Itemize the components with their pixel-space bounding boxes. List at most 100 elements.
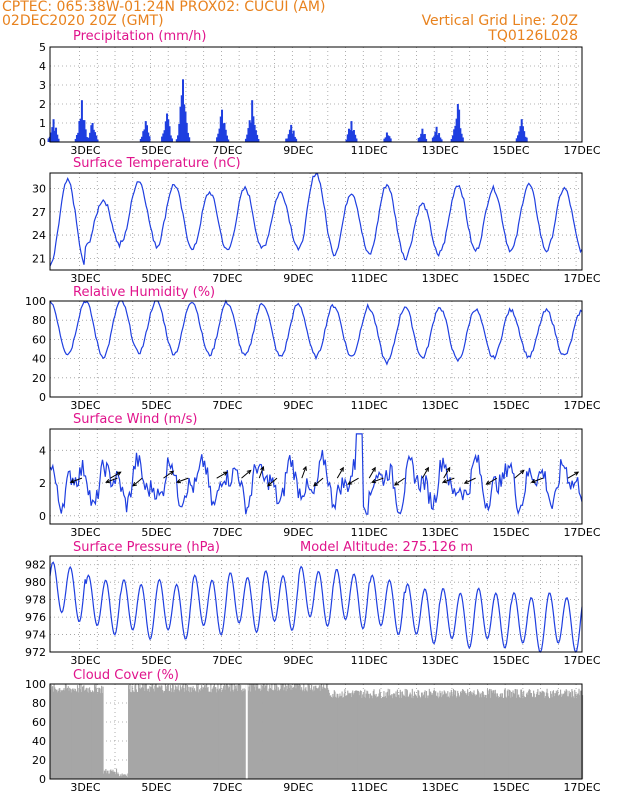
- cloud-bar: [421, 692, 423, 779]
- cloud-bar: [354, 690, 356, 779]
- cloud-bar: [360, 690, 362, 779]
- pres-xtick-label: 7DEC: [212, 654, 242, 667]
- cloud-bar: [438, 698, 440, 779]
- cloud-bar: [411, 688, 413, 779]
- cloud-bar: [493, 690, 495, 779]
- cloud-bar: [262, 684, 264, 779]
- cloud-bar: [80, 684, 82, 779]
- temp-series-line: [49, 173, 583, 267]
- cloud-bar: [359, 691, 361, 779]
- precip-bar: [456, 104, 459, 142]
- cloud-bar: [300, 689, 302, 779]
- cloud-bar: [69, 687, 71, 779]
- cloud-bar: [474, 695, 476, 779]
- cloud-bar: [523, 690, 525, 779]
- wind-arrow: [394, 477, 405, 486]
- cloud-bar: [555, 693, 557, 779]
- pres-ytick-label: 978: [25, 594, 46, 607]
- cloud-bar: [513, 693, 515, 779]
- cloud-bar: [345, 696, 347, 779]
- cloud-bar: [91, 690, 93, 779]
- wind-arrow-head: [463, 479, 469, 484]
- cloud-bar: [452, 688, 455, 779]
- cloud-bar: [154, 685, 156, 779]
- cloud-bar: [62, 689, 64, 779]
- precip-bar: [288, 129, 291, 142]
- cloud-bar: [156, 687, 158, 779]
- cloud-bar: [256, 686, 258, 779]
- wind-arrow-head: [574, 471, 580, 476]
- header-run-time: 02DEC2020 20Z (GMT): [2, 13, 164, 29]
- cloud-bar: [520, 689, 522, 779]
- pres-xtick-label: 11DEC: [351, 654, 388, 667]
- rh-xtick-label: 13DEC: [422, 399, 459, 412]
- temp-panel: 21 24 27 30 3DEC 5DEC 7DEC 9DEC 11DEC 13DEC 15DEC 1…: [32, 172, 601, 285]
- cloud-bar: [87, 688, 89, 779]
- cloud-bar: [376, 697, 378, 779]
- cloud-bar: [477, 689, 479, 779]
- wind-arrow-head: [223, 471, 229, 476]
- cloud-bar: [364, 697, 367, 779]
- cloud-bar: [335, 696, 337, 779]
- rh-xtick-label: 15DEC: [493, 399, 530, 412]
- cloud-bar: [511, 691, 513, 779]
- cloud-bar: [238, 684, 240, 779]
- precip-bar: [52, 119, 55, 142]
- cloud-bar: [175, 689, 177, 779]
- precip-bar: [387, 135, 390, 142]
- cloud-bar: [557, 689, 559, 779]
- cloud-bar: [456, 696, 458, 779]
- cloud-bar: [164, 684, 167, 779]
- cloud-bar: [270, 689, 272, 779]
- cloud-bar: [269, 684, 271, 779]
- wind-xtick-label: 17DEC: [563, 526, 600, 539]
- cloud-bar: [298, 684, 301, 779]
- cloud-bar: [535, 694, 538, 779]
- cloud-bar: [284, 687, 286, 779]
- rh-xtick-label: 7DEC: [212, 399, 242, 412]
- precip-bar: [351, 131, 354, 142]
- cloud-bar: [220, 692, 223, 779]
- cloud-bar: [489, 697, 491, 779]
- precip-bar: [50, 132, 53, 142]
- cloud-bar: [217, 684, 219, 779]
- precip-bar: [51, 127, 54, 142]
- cloud-bar: [210, 684, 212, 779]
- cloud-bar: [565, 689, 567, 779]
- cloud-bar: [219, 688, 221, 779]
- precip-bar: [178, 123, 181, 142]
- cloud-bar: [337, 693, 339, 779]
- cloud-bar: [158, 685, 160, 779]
- cloud-bar: [125, 775, 128, 779]
- cloud-bar: [218, 688, 220, 779]
- cloud-bar: [139, 684, 141, 779]
- cloud-bar: [85, 688, 87, 779]
- cloud-bar: [149, 685, 151, 779]
- precip-bar: [254, 130, 257, 142]
- wind-arrow: [132, 477, 143, 487]
- cloud-bar: [200, 687, 202, 779]
- cloud-bar: [51, 686, 53, 779]
- cloud-bar: [152, 688, 154, 779]
- cloud-bar: [405, 696, 407, 779]
- cloud-bar: [494, 693, 496, 779]
- cloud-bar: [294, 684, 296, 779]
- cloud-bar: [173, 692, 175, 779]
- cloud-bar: [400, 691, 402, 779]
- cloud-bar: [461, 690, 463, 779]
- rh-xtick-label: 9DEC: [283, 399, 313, 412]
- cloud-bar: [188, 686, 190, 779]
- precip-bar: [217, 133, 220, 142]
- cloud-bar: [181, 689, 183, 779]
- cloud-bar: [443, 690, 445, 779]
- precip-bar: [78, 121, 81, 142]
- cloud-bar: [162, 689, 164, 779]
- cloud-bar: [129, 684, 131, 779]
- precip-bar: [286, 138, 289, 142]
- pres-xtick-label: 3DEC: [70, 654, 100, 667]
- cloud-bar: [267, 690, 269, 779]
- cloud-bar: [274, 684, 276, 779]
- cloud-bar: [329, 696, 331, 779]
- cloud-bar: [302, 689, 304, 779]
